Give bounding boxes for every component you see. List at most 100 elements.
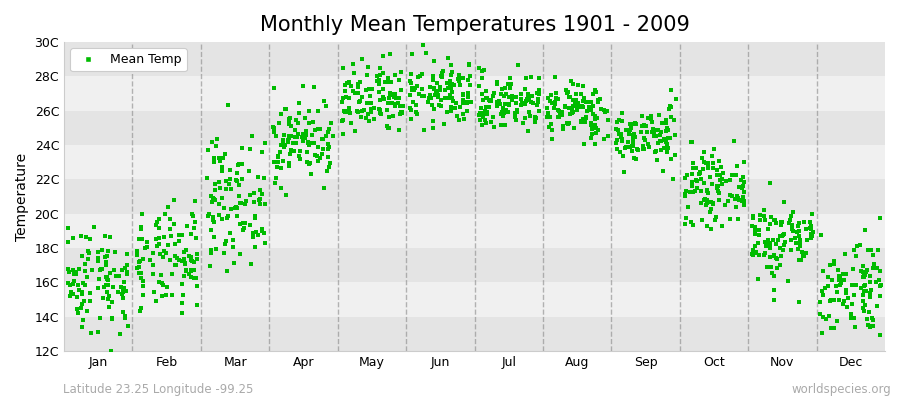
Point	[505, 96, 519, 103]
Point	[237, 225, 251, 231]
Point	[513, 96, 527, 102]
Point	[777, 199, 791, 206]
Point	[845, 282, 859, 288]
Point	[204, 199, 219, 205]
Point	[317, 98, 331, 104]
Point	[304, 132, 319, 138]
Point	[522, 95, 536, 101]
Point	[504, 81, 518, 88]
Point	[831, 267, 845, 273]
Point	[562, 105, 576, 112]
Point	[709, 166, 724, 173]
Point	[207, 159, 221, 165]
Point	[140, 244, 155, 250]
Point	[315, 151, 329, 158]
Point	[243, 146, 257, 152]
Point	[189, 302, 203, 308]
Point	[552, 114, 566, 120]
Point	[69, 269, 84, 276]
Point	[409, 109, 423, 115]
Point	[472, 116, 487, 123]
Point	[282, 132, 296, 139]
Point	[584, 122, 598, 128]
Point	[490, 81, 504, 88]
Point	[453, 82, 467, 88]
Point	[546, 104, 561, 111]
Point	[271, 158, 285, 165]
Point	[72, 266, 86, 272]
Point	[130, 265, 144, 271]
Point	[120, 271, 134, 278]
Point	[179, 247, 194, 254]
Point	[577, 119, 591, 126]
Point	[86, 224, 101, 230]
Point	[585, 131, 599, 137]
Point	[644, 113, 659, 119]
Point	[355, 94, 369, 100]
Point	[686, 160, 700, 166]
Point	[440, 84, 454, 91]
Point	[380, 123, 394, 130]
Point	[456, 75, 471, 82]
Point	[767, 297, 781, 303]
Point	[858, 272, 872, 279]
Point	[753, 217, 768, 224]
Point	[625, 120, 639, 127]
Point	[376, 86, 391, 92]
Point	[826, 297, 841, 304]
Point	[500, 107, 514, 114]
Point	[498, 101, 512, 107]
Point	[360, 72, 374, 78]
Point	[178, 260, 193, 267]
Point	[694, 188, 708, 194]
Point	[279, 192, 293, 198]
Point	[618, 145, 633, 152]
Point	[301, 140, 315, 146]
Point	[80, 308, 94, 314]
Point	[464, 99, 478, 105]
Point	[360, 100, 374, 106]
Point	[76, 290, 90, 296]
Point	[696, 166, 710, 173]
Point	[856, 305, 870, 312]
Point	[790, 246, 805, 252]
Point	[772, 233, 787, 240]
Point	[292, 100, 306, 106]
Point	[734, 177, 749, 183]
Point	[444, 61, 458, 68]
Point	[120, 262, 134, 268]
Point	[626, 136, 640, 142]
Point	[434, 97, 448, 103]
Point	[282, 116, 296, 122]
Point	[373, 107, 387, 114]
Point	[564, 78, 579, 84]
Point	[257, 140, 272, 147]
Point	[351, 109, 365, 116]
Point	[212, 154, 227, 161]
Point	[531, 108, 545, 114]
Point	[698, 197, 712, 203]
Point	[626, 132, 641, 138]
Point	[372, 88, 386, 95]
Point	[582, 104, 597, 110]
Point	[505, 93, 519, 99]
Point	[373, 65, 387, 72]
Point	[439, 109, 454, 116]
Point	[84, 330, 98, 336]
Point	[837, 271, 851, 278]
Point	[518, 86, 532, 92]
Point	[636, 143, 651, 149]
Point	[442, 95, 456, 101]
Point	[433, 84, 447, 90]
Point	[485, 114, 500, 120]
Point	[132, 269, 147, 276]
Point	[298, 135, 312, 141]
Point	[351, 90, 365, 96]
Point	[813, 311, 827, 317]
Point	[796, 218, 811, 225]
Point	[490, 98, 504, 105]
Point	[873, 282, 887, 288]
Point	[552, 108, 566, 114]
Point	[773, 262, 788, 268]
Point	[678, 174, 692, 181]
